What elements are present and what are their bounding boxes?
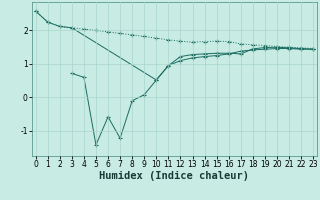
- X-axis label: Humidex (Indice chaleur): Humidex (Indice chaleur): [100, 171, 249, 181]
